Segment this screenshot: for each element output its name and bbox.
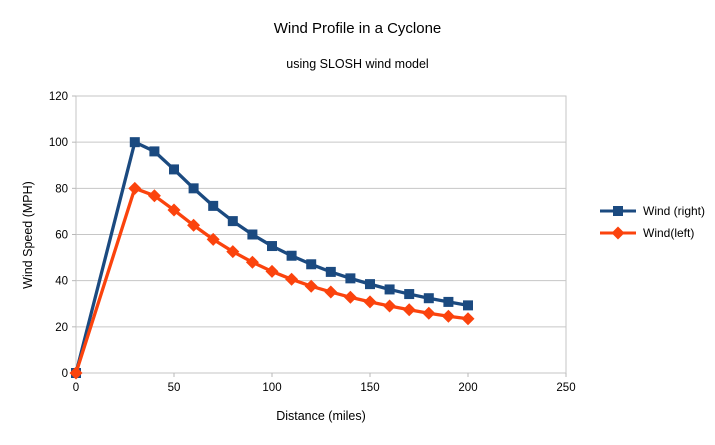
- svg-text:0: 0: [73, 382, 79, 394]
- legend-swatch-wind-right: [600, 206, 636, 216]
- series-wind-right-: [71, 137, 473, 378]
- svg-text:80: 80: [55, 183, 68, 195]
- chart-subtitle: using SLOSH wind model: [286, 57, 429, 71]
- svg-text:40: 40: [55, 276, 68, 288]
- series-wind-left-: [69, 181, 475, 380]
- svg-text:60: 60: [55, 230, 68, 242]
- svg-text:200: 200: [458, 382, 477, 394]
- legend-item-wind-left: Wind(left): [599, 222, 705, 244]
- svg-text:150: 150: [360, 382, 379, 394]
- svg-text:100: 100: [262, 382, 281, 394]
- legend: Wind (right) Wind(left): [599, 200, 705, 244]
- legend-item-wind-right: Wind (right): [599, 200, 705, 222]
- x-axis-title: Distance (miles): [276, 409, 366, 423]
- svg-text:20: 20: [55, 322, 68, 334]
- svg-text:120: 120: [49, 91, 68, 103]
- y-axis-title-text: Wind Speed (MPH): [20, 180, 35, 289]
- y-axis-title: Wind Speed (MPH): [20, 96, 35, 373]
- svg-text:0: 0: [62, 368, 68, 380]
- svg-text:250: 250: [556, 382, 575, 394]
- legend-label-wind-right: Wind (right): [643, 204, 706, 218]
- svg-text:50: 50: [168, 382, 181, 394]
- legend-swatch-wind-left: [600, 226, 636, 240]
- legend-label-wind-left: Wind(left): [643, 226, 695, 240]
- svg-text:100: 100: [49, 137, 68, 149]
- chart-title: Wind Profile in a Cyclone: [273, 20, 442, 37]
